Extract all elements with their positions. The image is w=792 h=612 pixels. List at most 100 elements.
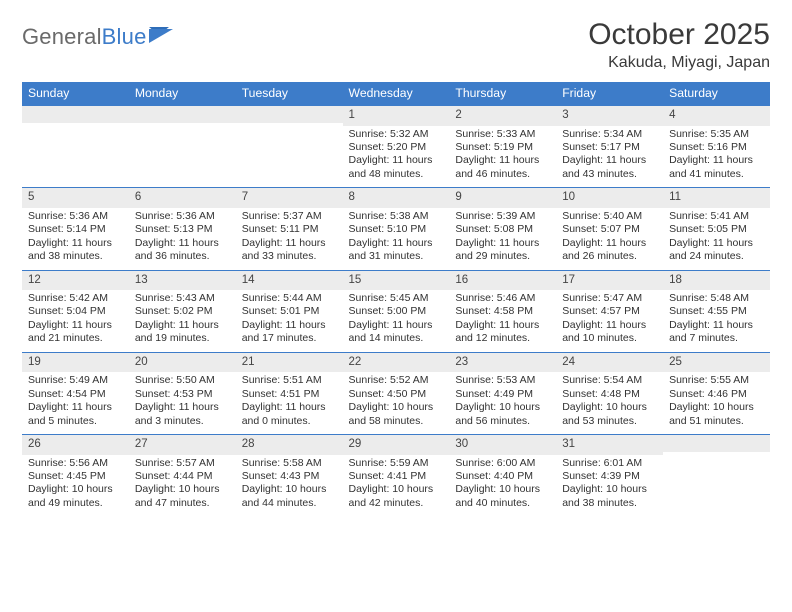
sunset-line: Sunset: 5:05 PM <box>669 223 766 236</box>
calendar-week: 5Sunrise: 5:36 AMSunset: 5:14 PMDaylight… <box>22 188 770 270</box>
day-body: Sunrise: 6:00 AMSunset: 4:40 PMDaylight:… <box>449 455 556 517</box>
day-number: 11 <box>663 188 770 208</box>
sunset-line: Sunset: 5:11 PM <box>242 223 339 236</box>
daylight-line: Daylight: 11 hours and 38 minutes. <box>28 237 125 264</box>
calendar-cell: 4Sunrise: 5:35 AMSunset: 5:16 PMDaylight… <box>663 106 770 188</box>
sunrise-line: Sunrise: 5:57 AM <box>135 457 232 470</box>
day-number: 4 <box>663 106 770 126</box>
day-header: Tuesday <box>236 82 343 106</box>
sunset-line: Sunset: 4:44 PM <box>135 470 232 483</box>
sunrise-line: Sunrise: 5:52 AM <box>349 374 446 387</box>
sunrise-line: Sunrise: 5:36 AM <box>135 210 232 223</box>
calendar-cell: 6Sunrise: 5:36 AMSunset: 5:13 PMDaylight… <box>129 188 236 270</box>
day-body <box>129 123 236 181</box>
calendar-cell: 14Sunrise: 5:44 AMSunset: 5:01 PMDayligh… <box>236 270 343 352</box>
day-body: Sunrise: 5:34 AMSunset: 5:17 PMDaylight:… <box>556 126 663 188</box>
sunset-line: Sunset: 5:02 PM <box>135 305 232 318</box>
calendar-week: 12Sunrise: 5:42 AMSunset: 5:04 PMDayligh… <box>22 270 770 352</box>
day-body: Sunrise: 5:50 AMSunset: 4:53 PMDaylight:… <box>129 372 236 434</box>
sunrise-line: Sunrise: 6:01 AM <box>562 457 659 470</box>
sunrise-line: Sunrise: 5:37 AM <box>242 210 339 223</box>
day-number: 18 <box>663 271 770 291</box>
sunset-line: Sunset: 4:50 PM <box>349 388 446 401</box>
calendar-cell: 16Sunrise: 5:46 AMSunset: 4:58 PMDayligh… <box>449 270 556 352</box>
sunset-line: Sunset: 5:16 PM <box>669 141 766 154</box>
sunrise-line: Sunrise: 5:42 AM <box>28 292 125 305</box>
calendar-cell: 23Sunrise: 5:53 AMSunset: 4:49 PMDayligh… <box>449 352 556 434</box>
sunrise-line: Sunrise: 5:46 AM <box>455 292 552 305</box>
day-number: 8 <box>343 188 450 208</box>
day-number: 20 <box>129 353 236 373</box>
calendar-cell: 8Sunrise: 5:38 AMSunset: 5:10 PMDaylight… <box>343 188 450 270</box>
calendar-cell: 18Sunrise: 5:48 AMSunset: 4:55 PMDayligh… <box>663 270 770 352</box>
calendar-week: 26Sunrise: 5:56 AMSunset: 4:45 PMDayligh… <box>22 435 770 517</box>
day-number: 1 <box>343 106 450 126</box>
day-header: Monday <box>129 82 236 106</box>
daylight-line: Daylight: 11 hours and 17 minutes. <box>242 319 339 346</box>
day-number: 7 <box>236 188 343 208</box>
daylight-line: Daylight: 10 hours and 51 minutes. <box>669 401 766 428</box>
day-body: Sunrise: 5:59 AMSunset: 4:41 PMDaylight:… <box>343 455 450 517</box>
day-number: 19 <box>22 353 129 373</box>
daylight-line: Daylight: 11 hours and 3 minutes. <box>135 401 232 428</box>
calendar-body: 1Sunrise: 5:32 AMSunset: 5:20 PMDaylight… <box>22 106 770 517</box>
sunrise-line: Sunrise: 5:56 AM <box>28 457 125 470</box>
calendar-cell <box>663 435 770 517</box>
day-number: 15 <box>343 271 450 291</box>
day-body: Sunrise: 5:35 AMSunset: 5:16 PMDaylight:… <box>663 126 770 188</box>
day-header: Wednesday <box>343 82 450 106</box>
daylight-line: Daylight: 11 hours and 12 minutes. <box>455 319 552 346</box>
brand-general: General <box>22 24 102 49</box>
sunrise-line: Sunrise: 5:59 AM <box>349 457 446 470</box>
calendar-cell: 3Sunrise: 5:34 AMSunset: 5:17 PMDaylight… <box>556 106 663 188</box>
day-header: Friday <box>556 82 663 106</box>
day-number <box>129 106 236 123</box>
daylight-line: Daylight: 11 hours and 36 minutes. <box>135 237 232 264</box>
calendar-cell: 22Sunrise: 5:52 AMSunset: 4:50 PMDayligh… <box>343 352 450 434</box>
day-body <box>22 123 129 181</box>
brand-blue: Blue <box>102 24 147 49</box>
sunrise-line: Sunrise: 5:47 AM <box>562 292 659 305</box>
calendar-header-row: Sunday Monday Tuesday Wednesday Thursday… <box>22 82 770 106</box>
day-body: Sunrise: 6:01 AMSunset: 4:39 PMDaylight:… <box>556 455 663 517</box>
day-number: 16 <box>449 271 556 291</box>
calendar-cell: 12Sunrise: 5:42 AMSunset: 5:04 PMDayligh… <box>22 270 129 352</box>
daylight-line: Daylight: 11 hours and 24 minutes. <box>669 237 766 264</box>
day-header: Saturday <box>663 82 770 106</box>
sunrise-line: Sunrise: 5:58 AM <box>242 457 339 470</box>
sunset-line: Sunset: 5:00 PM <box>349 305 446 318</box>
sunset-line: Sunset: 5:01 PM <box>242 305 339 318</box>
calendar-cell: 24Sunrise: 5:54 AMSunset: 4:48 PMDayligh… <box>556 352 663 434</box>
day-body: Sunrise: 5:32 AMSunset: 5:20 PMDaylight:… <box>343 126 450 188</box>
sunset-line: Sunset: 4:49 PM <box>455 388 552 401</box>
sunset-line: Sunset: 4:58 PM <box>455 305 552 318</box>
calendar-cell: 19Sunrise: 5:49 AMSunset: 4:54 PMDayligh… <box>22 352 129 434</box>
day-number: 21 <box>236 353 343 373</box>
day-number <box>236 106 343 123</box>
sunrise-line: Sunrise: 5:49 AM <box>28 374 125 387</box>
daylight-line: Daylight: 10 hours and 40 minutes. <box>455 483 552 510</box>
flag-icon <box>149 25 177 50</box>
daylight-line: Daylight: 10 hours and 53 minutes. <box>562 401 659 428</box>
calendar-cell: 17Sunrise: 5:47 AMSunset: 4:57 PMDayligh… <box>556 270 663 352</box>
daylight-line: Daylight: 11 hours and 21 minutes. <box>28 319 125 346</box>
daylight-line: Daylight: 11 hours and 14 minutes. <box>349 319 446 346</box>
day-body: Sunrise: 5:37 AMSunset: 5:11 PMDaylight:… <box>236 208 343 270</box>
calendar-cell: 15Sunrise: 5:45 AMSunset: 5:00 PMDayligh… <box>343 270 450 352</box>
sunrise-line: Sunrise: 5:48 AM <box>669 292 766 305</box>
day-body: Sunrise: 5:43 AMSunset: 5:02 PMDaylight:… <box>129 290 236 352</box>
daylight-line: Daylight: 11 hours and 5 minutes. <box>28 401 125 428</box>
day-body <box>663 452 770 510</box>
day-body: Sunrise: 5:55 AMSunset: 4:46 PMDaylight:… <box>663 372 770 434</box>
day-body: Sunrise: 5:39 AMSunset: 5:08 PMDaylight:… <box>449 208 556 270</box>
day-number <box>22 106 129 123</box>
day-number: 24 <box>556 353 663 373</box>
sunset-line: Sunset: 5:04 PM <box>28 305 125 318</box>
sunrise-line: Sunrise: 5:38 AM <box>349 210 446 223</box>
day-body: Sunrise: 5:44 AMSunset: 5:01 PMDaylight:… <box>236 290 343 352</box>
day-number: 27 <box>129 435 236 455</box>
sunset-line: Sunset: 5:20 PM <box>349 141 446 154</box>
day-number: 31 <box>556 435 663 455</box>
sunrise-line: Sunrise: 5:40 AM <box>562 210 659 223</box>
sunset-line: Sunset: 4:57 PM <box>562 305 659 318</box>
